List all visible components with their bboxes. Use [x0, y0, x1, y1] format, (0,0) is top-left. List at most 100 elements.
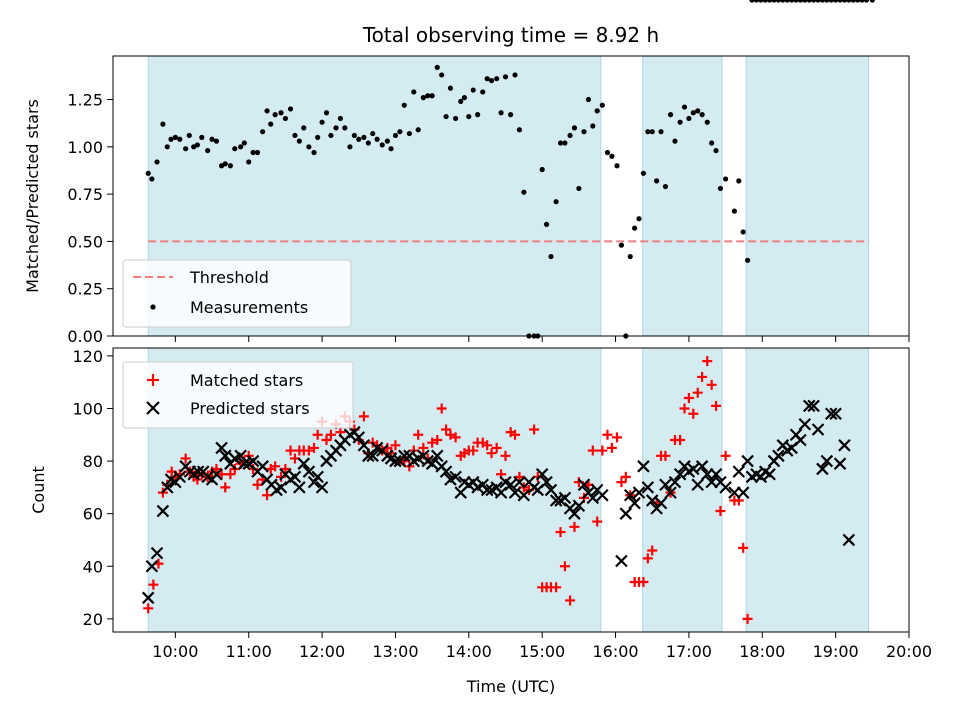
matched-star-point	[529, 424, 540, 435]
measurement-point	[149, 176, 155, 182]
measurement-point	[498, 110, 504, 116]
measurement-point	[227, 163, 233, 169]
measurement-point	[828, 0, 834, 3]
measurement-point	[780, 0, 786, 3]
predicted-star-point	[664, 486, 677, 499]
y-tick-label: 0.75	[67, 185, 103, 204]
legend-threshold-label: Threshold	[189, 268, 269, 287]
matched-star-point	[418, 442, 429, 453]
legend-predicted-swatch	[146, 401, 160, 415]
measurement-point	[287, 106, 294, 112]
matched-star-point	[285, 445, 296, 456]
predicted-star-point	[568, 507, 581, 520]
legend-measurements-swatch	[150, 304, 156, 310]
predicted-star-point	[425, 457, 439, 470]
measurement-point	[758, 0, 764, 3]
measurement-point	[576, 185, 582, 192]
measurement-point	[815, 0, 821, 3]
predicted-star-point	[695, 460, 709, 473]
predicted-star-point	[288, 470, 302, 484]
measurement-point	[802, 0, 808, 3]
matched-star-point	[738, 542, 749, 553]
matched-star-point	[252, 479, 263, 490]
measurement-point	[434, 64, 440, 70]
count-y-ticks: 20 40 60 80 100 120	[72, 347, 113, 629]
predicted-star-point	[274, 481, 288, 494]
measurement-point	[618, 242, 625, 248]
predicted-star-point	[824, 407, 838, 421]
x-tick-label: 10:00	[152, 642, 198, 661]
matched-star-point	[225, 469, 236, 480]
predicted-star-point	[673, 467, 687, 481]
measurement-point	[636, 216, 642, 222]
predicted-star-point	[430, 449, 444, 463]
predicted-star-point	[577, 478, 591, 492]
matched-star-point	[715, 506, 726, 517]
measurement-point	[599, 102, 605, 108]
matched-star-point	[390, 440, 401, 451]
matched-star-point	[321, 435, 332, 446]
predicted-star-point	[586, 491, 600, 505]
observing-window-2	[642, 347, 723, 633]
measurement-point	[370, 130, 376, 137]
x-tick-label: 14:00	[446, 642, 492, 661]
measurement-point	[272, 112, 278, 118]
measurement-point	[784, 0, 790, 3]
matched-star-point	[143, 603, 154, 614]
measurement-point	[379, 142, 385, 148]
matched-star-point	[436, 403, 447, 414]
predicted-star-point	[811, 423, 825, 436]
x-tick-label: 13:00	[372, 642, 418, 661]
measurement-point	[470, 87, 476, 93]
measurement-point	[199, 134, 205, 140]
measurement-point	[183, 146, 189, 152]
matched-star-point	[445, 429, 456, 440]
predicted-star-point	[389, 454, 402, 468]
measurement-point	[869, 0, 875, 3]
measurement-point	[614, 163, 620, 169]
measurement-point	[466, 113, 472, 120]
measurement-point	[731, 208, 737, 214]
measurement-point	[484, 76, 490, 82]
measurement-point	[581, 129, 587, 135]
predicted-star-point	[838, 439, 851, 452]
y-tick-label: 80	[83, 452, 103, 471]
y-tick-label: 100	[72, 399, 103, 418]
y-tick-label: 0.00	[67, 327, 103, 346]
predicted-star-point	[161, 481, 174, 494]
predicted-star-point	[691, 478, 704, 492]
measurement-point	[194, 142, 200, 148]
predicted-star-point	[302, 465, 316, 478]
measurement-point	[246, 159, 252, 165]
measurement-point	[356, 136, 362, 142]
measurement-point	[824, 0, 830, 3]
measurement-point	[539, 166, 545, 173]
measurement-point	[443, 113, 449, 120]
matched-star-point	[413, 429, 424, 440]
legend-matched-label: Matched stars	[190, 371, 303, 390]
measurement-point	[164, 144, 170, 150]
y-tick-label: 60	[83, 505, 103, 524]
predicted-star-point	[508, 486, 522, 499]
ratio-axes: 0.00 0.25 0.50 0.75 1.00 1.25 Matched/Predict…	[23, 0, 910, 346]
measurement-point	[205, 147, 211, 154]
x-tick-label: 12:00	[299, 642, 345, 661]
predicted-star-point	[540, 475, 553, 489]
measurement-point	[632, 225, 638, 231]
measurement-point	[793, 0, 799, 3]
predicted-star-point	[719, 481, 732, 494]
predicted-star-point	[439, 465, 453, 478]
matched-star-point	[683, 392, 694, 403]
matched-star-point	[720, 450, 731, 461]
predicted-star-point	[307, 475, 321, 489]
measurement-point	[415, 127, 421, 133]
predicted-star-point	[150, 546, 164, 560]
count-y-axis-label: Count	[29, 466, 48, 514]
matched-star-point	[276, 471, 287, 482]
measurement-point	[494, 76, 500, 82]
measurement-point	[859, 0, 865, 3]
measurement-point	[508, 112, 514, 118]
matched-star-point	[616, 477, 627, 488]
measurement-point	[667, 112, 674, 118]
